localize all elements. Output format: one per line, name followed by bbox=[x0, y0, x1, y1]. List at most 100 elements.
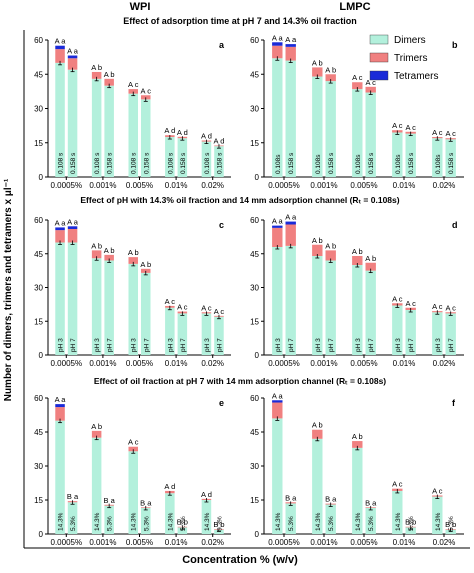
significance-letters: A c bbox=[201, 303, 212, 312]
bar-label: pH 3 bbox=[167, 338, 174, 352]
bar-segment-dimers bbox=[365, 507, 376, 534]
legend-swatch-dimers bbox=[369, 34, 389, 45]
x-tick-label: 0.02% bbox=[201, 181, 224, 190]
significance-letters: B b bbox=[177, 518, 188, 527]
y-tick-label: 0 bbox=[255, 530, 260, 539]
bar-segment-trimers bbox=[352, 82, 363, 90]
bar-segment-trimers bbox=[55, 407, 65, 421]
x-tick-label: 0.005% bbox=[126, 359, 153, 368]
bar-label: 14.3% bbox=[131, 512, 138, 531]
significance-letters: A b bbox=[91, 422, 102, 431]
bar-segment-dimers bbox=[141, 272, 151, 355]
x-tick-label: 0.01% bbox=[393, 181, 416, 190]
significance-letters: A a bbox=[55, 395, 67, 404]
bar-segment-dimers bbox=[104, 85, 114, 177]
col-title-wpi: WPI bbox=[130, 1, 151, 13]
significance-letters: A b bbox=[312, 421, 323, 430]
x-tick-label: 0.02% bbox=[433, 538, 456, 547]
significance-letters: A b bbox=[352, 247, 363, 256]
bar-segment-dimers bbox=[201, 141, 212, 177]
bar-segment-trimers bbox=[55, 230, 65, 243]
bar-segment-dimers bbox=[392, 305, 403, 355]
significance-letters: A c bbox=[392, 121, 403, 130]
bar-label: 14.3% bbox=[58, 512, 65, 531]
significance-letters: A c bbox=[165, 297, 176, 306]
significance-letters: A a bbox=[272, 391, 284, 400]
bar-segment-dimers bbox=[55, 62, 65, 178]
bar-segment-tetramers bbox=[272, 400, 283, 403]
bar-label: pH 7 bbox=[107, 338, 114, 352]
significance-letters: A b bbox=[104, 246, 115, 255]
bar-label: pH 3 bbox=[275, 338, 282, 352]
panel-letter: a bbox=[219, 40, 225, 50]
bar-label: 5.3% bbox=[70, 516, 77, 531]
bar-segment-dimers bbox=[128, 93, 138, 177]
bar-segment-dimers bbox=[67, 69, 78, 177]
bar-segment-dimers bbox=[201, 500, 212, 534]
significance-letters: B b bbox=[405, 518, 416, 527]
bar-label: 0.158 s bbox=[107, 152, 114, 174]
significance-letters: B a bbox=[285, 493, 297, 502]
bar-segment-dimers bbox=[272, 418, 283, 534]
significance-letters: A c bbox=[128, 80, 139, 89]
significance-letters: A c bbox=[432, 302, 443, 311]
significance-letters: B a bbox=[365, 498, 377, 507]
bar-segment-tetramers bbox=[285, 44, 296, 47]
bar-label: 14.3% bbox=[275, 512, 282, 531]
significance-letters: A c bbox=[177, 303, 188, 312]
bar-label: pH 7 bbox=[288, 338, 295, 352]
bar-segment-tetramers bbox=[272, 42, 283, 46]
significance-letters: B a bbox=[104, 496, 116, 505]
y-tick-label: 45 bbox=[34, 428, 43, 437]
bar-label: 14.3% bbox=[204, 512, 211, 531]
bar-segment-dimers bbox=[312, 438, 323, 534]
significance-letters: A a bbox=[272, 33, 284, 42]
bar-segment-trimers bbox=[104, 254, 114, 261]
x-tick-label: 0.001% bbox=[89, 538, 116, 547]
bar-segment-dimers bbox=[104, 505, 114, 534]
y-tick-label: 60 bbox=[250, 216, 259, 225]
x-tick-label: 0.005% bbox=[126, 181, 153, 190]
y-axis-title: Number of dimers, trimers and tetramers … bbox=[3, 178, 14, 401]
significance-letters: A c bbox=[445, 303, 456, 312]
bar-segment-dimers bbox=[128, 451, 138, 534]
x-tick-label: 0.001% bbox=[310, 538, 337, 547]
bar-label: 5.3% bbox=[216, 516, 223, 531]
x-tick-label: 0.0005% bbox=[51, 181, 83, 190]
bar-segment-trimers bbox=[325, 250, 336, 261]
legend-swatch-trimers bbox=[369, 52, 389, 63]
bar-segment-dimers bbox=[272, 58, 283, 178]
y-tick-label: 45 bbox=[250, 250, 259, 259]
legend-label-tetramers: Tetramers bbox=[394, 71, 438, 82]
bar-label: 14.3% bbox=[167, 512, 174, 531]
x-tick-label: 0.005% bbox=[126, 538, 153, 547]
y-tick-label: 60 bbox=[34, 216, 43, 225]
y-tick-label: 0 bbox=[255, 351, 260, 360]
bar-segment-dimers bbox=[325, 504, 336, 534]
panel-letter: f bbox=[452, 398, 456, 408]
x-tick-label: 0.02% bbox=[201, 538, 224, 547]
bar-segment-dimers bbox=[55, 420, 65, 534]
bar-segment-dimers bbox=[365, 270, 376, 355]
bar-segment-dimers bbox=[177, 527, 188, 534]
bar-label: pH 7 bbox=[70, 338, 77, 352]
bar-segment-trimers bbox=[312, 244, 323, 256]
bar-segment-dimers bbox=[128, 263, 138, 355]
bar-label: 5.3% bbox=[368, 516, 375, 531]
bar-label: 0.108s bbox=[395, 154, 402, 174]
x-tick-label: 0.0005% bbox=[51, 538, 83, 547]
legend-label-trimers: Trimers bbox=[394, 53, 428, 64]
bar-label: pH 3 bbox=[94, 338, 101, 352]
bar-label: 0.108s bbox=[315, 154, 322, 174]
bar-label: pH 7 bbox=[180, 338, 187, 352]
bar-label: pH 7 bbox=[448, 338, 455, 352]
x-tick-label: 0.01% bbox=[165, 538, 188, 547]
y-tick-label: 45 bbox=[250, 70, 259, 79]
significance-letters: A d bbox=[201, 490, 212, 499]
significance-letters: A b bbox=[325, 65, 336, 74]
bar-segment-trimers bbox=[285, 46, 296, 61]
significance-letters: A c bbox=[352, 73, 363, 82]
bar-label: pH 3 bbox=[315, 338, 322, 352]
